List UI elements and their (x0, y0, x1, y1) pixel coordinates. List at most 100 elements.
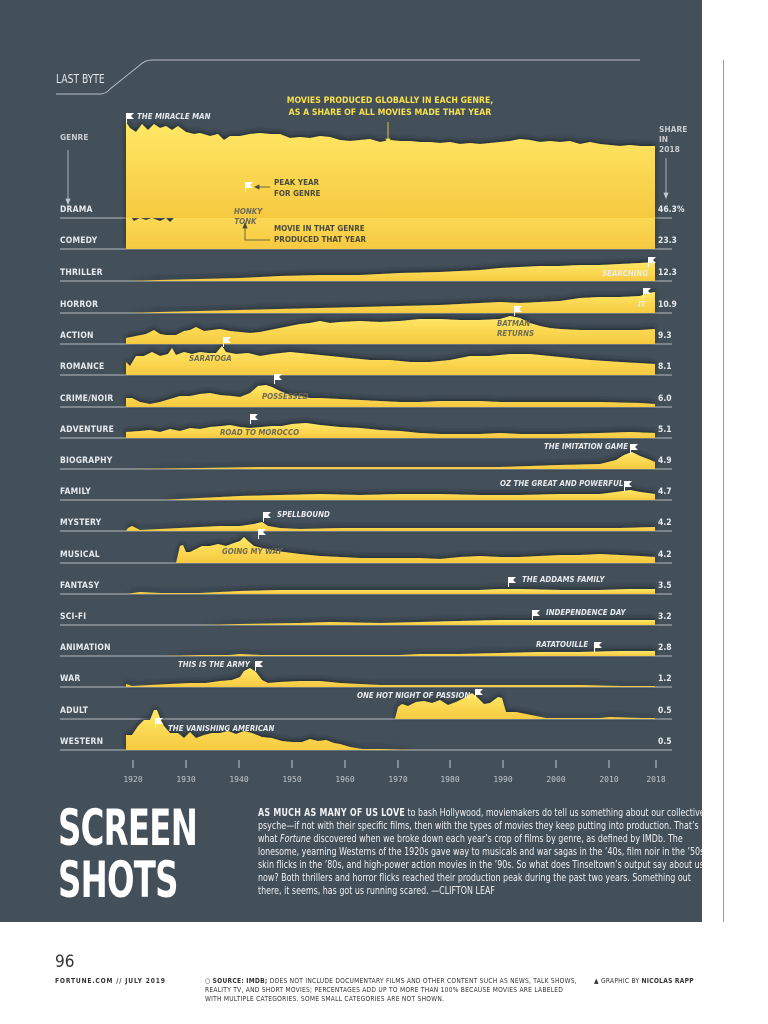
movie-note-line2: PRODUCED THAT YEAR (274, 235, 367, 244)
movie-note-line1: MOVIE IN THAT GENRE (274, 224, 365, 233)
x-tick-1950: 1950 (282, 775, 302, 784)
x-tick-1990: 1990 (493, 775, 513, 784)
area-romance (126, 346, 655, 375)
graphic-credit: ▲ GRAPHIC BY NICOLAS RAPP (594, 977, 694, 986)
area-drama (126, 122, 655, 218)
area-fantasy (126, 589, 655, 594)
flag-icon (223, 337, 231, 347)
area-sci-fi (126, 620, 655, 625)
flag-icon (648, 257, 656, 267)
credit-name: NICOLAS RAPP (641, 977, 694, 985)
article-title-line2: SHOTS (58, 851, 179, 909)
genre-label-biography: BIOGRAPHY (60, 456, 113, 466)
genre-label-crime: CRIME/NOIR (60, 394, 114, 404)
section-header: LAST BYTE (56, 72, 105, 86)
x-tick-1930: 1930 (176, 775, 196, 784)
flag-icon (255, 661, 263, 671)
genre-label-sci-fi: SCI-FI (60, 612, 87, 622)
annotation-biography: THE IMITATION GAME (544, 442, 629, 451)
x-tick-2000: 2000 (546, 775, 566, 784)
flag-icon (508, 577, 516, 587)
peak-flags (126, 113, 656, 728)
annotation-comedy: HONKY TONK (234, 207, 263, 226)
annotation-animation: RATATOUILLE (536, 640, 589, 649)
x-tick-1980: 1980 (440, 775, 460, 784)
peak-note-line2: FOR GENRE (274, 189, 321, 198)
genre-label-western: WESTERN (60, 737, 104, 747)
flag-icon (274, 374, 282, 384)
genre-label-horror: HORROR (60, 300, 99, 310)
page-margin-rule (723, 60, 724, 922)
genre-label-musical: MUSICAL (60, 550, 100, 560)
annotation-adventure: ROAD TO MOROCCO (220, 428, 300, 437)
genre-label-romance: ROMANCE (60, 362, 105, 372)
title-arrow (385, 122, 391, 146)
genre-label-thriller: THRILLER (60, 268, 103, 278)
x-tick-1960: 1960 (335, 775, 355, 784)
source-bullet-icon: ○ (205, 977, 213, 985)
x-tick-1920: 1920 (123, 775, 143, 784)
area-western (126, 710, 655, 750)
share-value-biography: 4.9 (658, 456, 672, 466)
chart-title-line1: MOVIES PRODUCED GLOBALLY IN EACH GENRE, (286, 96, 494, 106)
annotation-romance: SARATOGA (189, 354, 232, 363)
share-value-musical: 4.2 (658, 550, 672, 560)
share-column-header: SHARE IN 2018 (659, 125, 687, 155)
area-adventure (126, 423, 655, 438)
flag-icon (532, 610, 540, 620)
share-value-action: 9.3 (658, 331, 672, 341)
share-value-thriller: 12.3 (658, 268, 677, 278)
area-war (126, 668, 655, 687)
genre-column-header: GENRE (60, 133, 89, 142)
area-horror (126, 292, 655, 313)
share-value-horror: 10.9 (658, 300, 677, 310)
genre-label-adventure: ADVENTURE (60, 425, 114, 435)
flag-icon (126, 113, 134, 123)
flag-icon (624, 481, 632, 491)
annotation-sci-fi: INDEPENDENCE DAY (546, 608, 626, 617)
flag-icon (594, 642, 602, 652)
chart-title-line2: AS A SHARE OF ALL MOVIES MADE THAT YEAR (288, 108, 492, 118)
credit-label: GRAPHIC BY (600, 977, 642, 985)
side-arrows (65, 150, 669, 206)
share-value-romance: 8.1 (658, 362, 672, 372)
chart-title: MOVIES PRODUCED GLOBALLY IN EACH GENRE, … (261, 95, 519, 119)
article-italic: Fortune (280, 834, 311, 845)
legend-arrows (242, 184, 270, 241)
x-axis-ticks (132, 760, 657, 768)
flag-icon (245, 182, 253, 192)
annotation-adult: ONE HOT NIGHT OF PASSION (357, 691, 471, 700)
share-value-mystery: 4.2 (658, 518, 672, 528)
annotation-mystery: SPELLBOUND (277, 510, 330, 519)
genre-label-war: WAR (60, 674, 81, 684)
genre-label-drama: DRAMA (60, 205, 93, 215)
share-header-line3: 2018 (659, 145, 680, 154)
share-value-sci-fi: 3.2 (658, 612, 672, 622)
movie-note: MOVIE IN THAT GENRE PRODUCED THAT YEAR (274, 223, 366, 245)
share-header-line1: SHARE (659, 125, 688, 134)
annotation-family: OZ THE GREAT AND POWERFUL (500, 479, 624, 488)
area-comedy (126, 190, 655, 249)
flag-icon (514, 306, 522, 316)
area-biography (126, 452, 655, 469)
flag-icon (630, 444, 638, 454)
publication-line: FORTUNE.COM // JULY 2019 (55, 977, 166, 985)
share-value-western: 0.5 (658, 737, 672, 747)
genre-label-comedy: COMEDY (60, 236, 98, 246)
area-family (126, 490, 655, 500)
article-lead-in: AS MUCH AS MANY OF US LOVE (258, 808, 405, 819)
header-rule (56, 59, 640, 95)
annotation-action: BATMAN RETURNS (497, 319, 535, 338)
genre-label-mystery: MYSTERY (60, 518, 102, 528)
x-tick-1970: 1970 (388, 775, 408, 784)
genre-label-fantasy: FANTASY (60, 581, 100, 591)
annotation-musical: GOING MY WAY (222, 547, 283, 556)
annotation-fantasy: THE ADDAMS FAMILY (522, 575, 605, 584)
source-text: DOES NOT INCLUDE DOCUMENTARY FILMS AND O… (205, 977, 577, 1003)
annotation-drama: THE MIRACLE MAN (137, 112, 211, 121)
area-action (126, 316, 655, 344)
flag-icon (155, 718, 163, 728)
genre-area-chart (56, 59, 672, 768)
share-value-crime: 6.0 (658, 394, 672, 404)
area-musical (176, 537, 655, 563)
